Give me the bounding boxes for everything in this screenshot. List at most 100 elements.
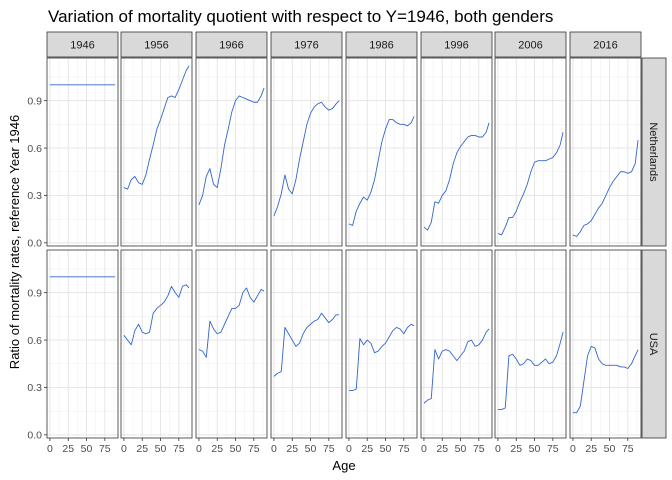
x-tick-label: 25 xyxy=(361,443,373,455)
panel-netherlands-2016 xyxy=(570,58,641,246)
row-strip-label-netherlands: Netherlands xyxy=(647,122,659,182)
y-tick-label: 0.9 xyxy=(27,95,42,107)
x-tick-label: 25 xyxy=(286,443,298,455)
series-line-usa-2006 xyxy=(497,332,564,411)
panel-background xyxy=(196,250,267,438)
strip-label-1986: 1986 xyxy=(369,40,393,52)
panel-usa-2006 xyxy=(495,250,566,438)
y-tick-label: 0.6 xyxy=(27,143,42,155)
x-tick-label: 75 xyxy=(398,443,410,455)
x-tick-label: 75 xyxy=(473,443,485,455)
panel-background xyxy=(570,250,641,438)
x-tick-label: 0 xyxy=(421,443,427,455)
series-line-usa-1986 xyxy=(348,323,415,392)
strip-1996 xyxy=(420,31,493,58)
panel-border xyxy=(569,57,642,247)
panel-background xyxy=(495,58,566,246)
strip-label-2016: 2016 xyxy=(593,40,617,52)
x-tick-label: 50 xyxy=(305,443,317,455)
x-tick-label: 50 xyxy=(81,443,93,455)
facet-grid: 1946 1956 1966 1976 1986 1996 2006 2016 Netherla… xyxy=(27,31,667,455)
panel-usa-2016 xyxy=(570,250,641,438)
x-tick-label: 0 xyxy=(570,443,576,455)
x-tick-label: 25 xyxy=(436,443,448,455)
panel-netherlands-1956 xyxy=(121,58,192,246)
x-tick-label: 50 xyxy=(230,443,242,455)
panel-background xyxy=(495,250,566,438)
series-line-usa-1996 xyxy=(423,328,490,404)
panel-netherlands-1986 xyxy=(346,58,417,246)
panel-background xyxy=(271,250,342,438)
panel-usa-1996 xyxy=(421,250,492,438)
strip-label-1996: 1996 xyxy=(444,40,468,52)
y-tick-label: 0.6 xyxy=(27,335,42,347)
panel-netherlands-1996 xyxy=(421,58,492,246)
series-line-netherlands-2016 xyxy=(572,140,639,237)
x-tick-label: 75 xyxy=(173,443,185,455)
x-tick-label: 0 xyxy=(271,443,277,455)
panel-border xyxy=(120,57,193,247)
y-tick-label: 0.9 xyxy=(27,287,42,299)
panel-netherlands-1946 xyxy=(47,58,118,246)
panel-background xyxy=(47,58,118,246)
panel-background xyxy=(346,58,417,246)
x-tick-label: 75 xyxy=(547,443,559,455)
x-tick-label: 25 xyxy=(62,443,74,455)
panel-usa-1976 xyxy=(271,250,342,438)
series-line-netherlands-1986 xyxy=(348,116,415,226)
panel-border xyxy=(494,57,567,247)
y-tick-label: 0.0 xyxy=(27,238,42,250)
series-line-netherlands-1976 xyxy=(273,100,340,217)
y-axis-title: Ratio of mortality rates, reference Year… xyxy=(7,115,22,369)
series-line-netherlands-1996 xyxy=(423,122,490,231)
panel-border xyxy=(494,249,567,439)
x-tick-label: 75 xyxy=(248,443,260,455)
row-strip-netherlands xyxy=(641,57,667,247)
x-tick-label: 25 xyxy=(211,443,223,455)
series-line-netherlands-2006 xyxy=(497,132,564,236)
x-tick-label: 75 xyxy=(323,443,335,455)
strip-label-1976: 1976 xyxy=(294,40,318,52)
panel-background xyxy=(196,58,267,246)
panel-border xyxy=(420,249,493,439)
panel-border xyxy=(270,249,343,439)
x-tick-label: 50 xyxy=(155,443,167,455)
panel-border xyxy=(120,249,193,439)
panel-border xyxy=(270,57,343,247)
x-tick-label: 0 xyxy=(196,443,202,455)
x-tick-label: 25 xyxy=(510,443,522,455)
strip-label-1966: 1966 xyxy=(219,40,243,52)
x-tick-label: 25 xyxy=(585,443,597,455)
panel-background xyxy=(47,250,118,438)
panel-netherlands-1966 xyxy=(196,58,267,246)
row-strip-label-usa: USA xyxy=(647,333,659,356)
y-tick-label: 0.3 xyxy=(27,190,42,202)
panel-background xyxy=(421,250,492,438)
x-tick-label: 0 xyxy=(121,443,127,455)
panel-usa-1946 xyxy=(47,250,118,438)
series-line-usa-1976 xyxy=(273,312,340,377)
panel-netherlands-1976 xyxy=(271,58,342,246)
strip-1946 xyxy=(46,31,119,58)
panel-background xyxy=(271,58,342,246)
series-line-netherlands-1966 xyxy=(198,87,265,206)
panel-border xyxy=(420,57,493,247)
panel-netherlands-2006 xyxy=(495,58,566,246)
x-tick-label: 50 xyxy=(380,443,392,455)
strip-1986 xyxy=(345,31,418,58)
panel-usa-1956 xyxy=(121,250,192,438)
x-tick-label: 25 xyxy=(136,443,148,455)
y-tick-label: 0.0 xyxy=(27,430,42,442)
strip-1966 xyxy=(195,31,268,58)
panel-border xyxy=(195,249,268,439)
strip-label-1946: 1946 xyxy=(70,40,94,52)
x-tick-label: 0 xyxy=(495,443,501,455)
x-tick-label: 0 xyxy=(346,443,352,455)
strip-2006 xyxy=(494,31,567,58)
x-tick-label: 75 xyxy=(622,443,634,455)
panel-background xyxy=(346,250,417,438)
panel-background xyxy=(570,58,641,246)
row-strip-usa xyxy=(641,249,667,439)
chart-title: Variation of mortality quotient with res… xyxy=(48,7,553,26)
